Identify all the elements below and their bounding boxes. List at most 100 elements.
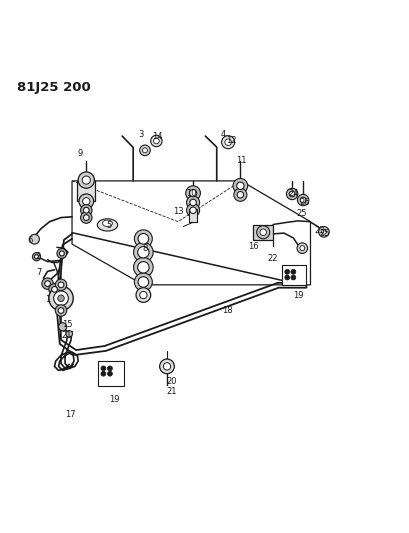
Circle shape — [321, 229, 326, 235]
Circle shape — [54, 291, 68, 305]
Circle shape — [151, 135, 162, 147]
Text: 11: 11 — [236, 156, 247, 165]
Text: 7: 7 — [36, 268, 41, 277]
Circle shape — [163, 362, 171, 370]
Text: 19: 19 — [293, 290, 303, 300]
Circle shape — [108, 366, 112, 371]
Circle shape — [101, 366, 106, 371]
Text: 16: 16 — [248, 241, 259, 251]
Circle shape — [83, 207, 89, 213]
Text: 4: 4 — [220, 130, 225, 139]
Circle shape — [135, 273, 152, 291]
Circle shape — [55, 279, 67, 290]
Circle shape — [42, 278, 53, 289]
Circle shape — [59, 251, 64, 256]
Text: 81J25 200: 81J25 200 — [17, 81, 91, 94]
Circle shape — [222, 136, 235, 149]
Bar — [189, 209, 197, 222]
Circle shape — [58, 323, 67, 331]
Polygon shape — [97, 219, 118, 231]
Circle shape — [257, 226, 270, 239]
Circle shape — [134, 257, 153, 277]
Circle shape — [138, 233, 148, 244]
Text: 3: 3 — [139, 130, 144, 139]
Circle shape — [82, 176, 90, 184]
Circle shape — [234, 188, 247, 201]
Text: 8: 8 — [143, 245, 148, 254]
Text: 18: 18 — [222, 305, 232, 314]
Circle shape — [190, 199, 196, 206]
Circle shape — [289, 191, 295, 197]
Text: 9: 9 — [78, 149, 83, 158]
Text: 1: 1 — [45, 295, 50, 304]
Circle shape — [300, 197, 306, 203]
Text: 12: 12 — [227, 136, 237, 146]
Circle shape — [58, 295, 64, 302]
Circle shape — [260, 229, 266, 236]
Circle shape — [237, 182, 244, 189]
Text: 13: 13 — [173, 207, 183, 216]
Text: 22: 22 — [268, 254, 278, 263]
Circle shape — [134, 243, 153, 262]
Circle shape — [225, 139, 231, 146]
Text: 17: 17 — [65, 409, 76, 418]
Circle shape — [49, 286, 73, 311]
Circle shape — [186, 186, 200, 200]
Circle shape — [189, 189, 197, 197]
Text: 25: 25 — [296, 209, 307, 218]
Circle shape — [190, 207, 196, 214]
Circle shape — [187, 196, 200, 209]
Circle shape — [66, 330, 72, 337]
Circle shape — [319, 227, 329, 237]
Circle shape — [81, 205, 92, 216]
Circle shape — [285, 269, 290, 274]
Circle shape — [140, 145, 150, 156]
Circle shape — [138, 247, 149, 258]
Text: 6: 6 — [27, 236, 33, 245]
Circle shape — [79, 194, 94, 208]
Text: 21: 21 — [166, 387, 177, 396]
Circle shape — [52, 286, 57, 292]
Circle shape — [34, 255, 38, 259]
Circle shape — [78, 172, 94, 188]
Circle shape — [101, 372, 106, 376]
Circle shape — [291, 275, 296, 280]
Bar — [98, 361, 124, 385]
Text: 10: 10 — [186, 189, 197, 198]
Circle shape — [140, 292, 147, 298]
Circle shape — [297, 195, 309, 206]
Circle shape — [153, 138, 159, 144]
Text: 21: 21 — [62, 332, 72, 340]
Text: 23: 23 — [314, 226, 325, 235]
Circle shape — [291, 269, 296, 274]
Circle shape — [138, 262, 149, 273]
Bar — [282, 265, 306, 285]
Circle shape — [233, 179, 248, 193]
Text: 5: 5 — [106, 221, 111, 230]
Bar — [77, 181, 95, 201]
Text: 20: 20 — [166, 377, 177, 386]
Circle shape — [81, 212, 92, 223]
Circle shape — [58, 308, 64, 313]
Circle shape — [55, 305, 67, 316]
Circle shape — [297, 243, 308, 254]
Circle shape — [29, 235, 39, 244]
Circle shape — [143, 148, 147, 153]
Circle shape — [32, 253, 40, 261]
Circle shape — [83, 198, 90, 205]
Circle shape — [136, 288, 151, 302]
Circle shape — [237, 191, 244, 198]
Text: 24: 24 — [288, 189, 299, 198]
Circle shape — [187, 204, 200, 217]
Text: 26: 26 — [299, 198, 310, 207]
Circle shape — [83, 215, 89, 221]
Text: 2: 2 — [36, 252, 41, 261]
Circle shape — [57, 248, 67, 259]
Circle shape — [49, 284, 60, 295]
Circle shape — [138, 277, 148, 287]
Circle shape — [108, 372, 112, 376]
Circle shape — [160, 359, 174, 374]
Bar — [254, 224, 273, 240]
Text: 25: 25 — [319, 229, 330, 238]
Circle shape — [286, 188, 298, 200]
